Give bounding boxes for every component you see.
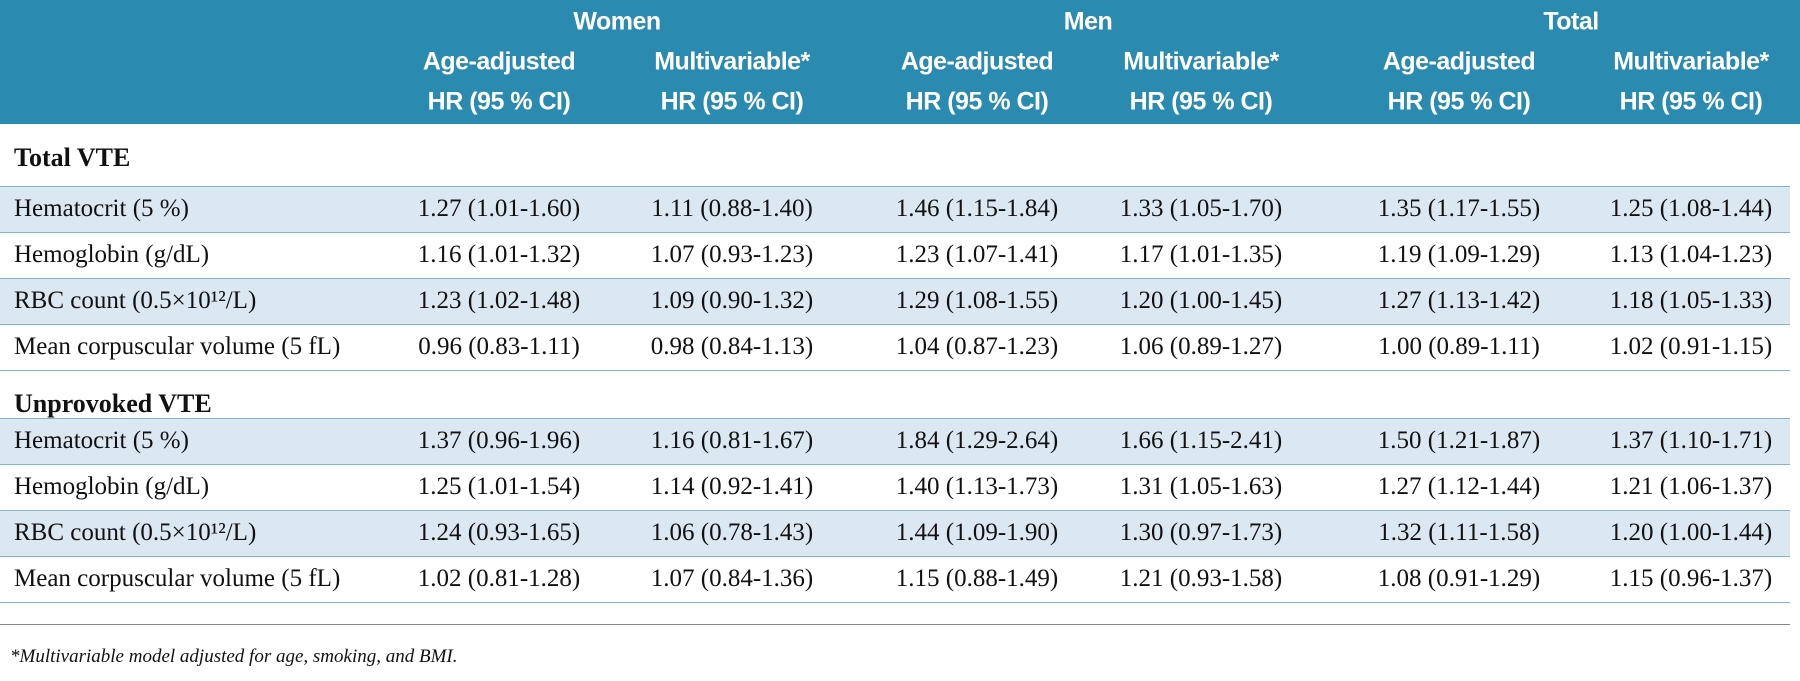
row-shade (0, 510, 1790, 556)
row-rule (0, 464, 1790, 465)
row-label: Hematocrit (5 %) (14, 427, 189, 454)
row-rule (0, 186, 1790, 187)
cell: 1.09 (0.90-1.32) (650, 287, 814, 314)
row-shade (0, 186, 1790, 232)
column-header: Multivariable* (1123, 47, 1279, 76)
cell: 1.37 (1.10-1.71) (1609, 427, 1773, 454)
cell: 1.00 (0.89-1.11) (1378, 333, 1540, 360)
cell: 1.27 (1.13-1.42) (1377, 287, 1541, 314)
row-label: Hematocrit (5 %) (14, 195, 189, 222)
group-header: Total (1543, 7, 1599, 36)
cell: 1.50 (1.21-1.87) (1377, 427, 1541, 454)
cell: 1.04 (0.87-1.23) (895, 333, 1059, 360)
row-rule (0, 278, 1790, 279)
cell: 1.20 (1.00-1.45) (1119, 287, 1283, 314)
cell: 1.32 (1.11-1.58) (1378, 519, 1540, 546)
cell: 1.17 (1.01-1.35) (1119, 241, 1283, 268)
group-header: Men (1063, 7, 1113, 36)
cell: 1.24 (0.93-1.65) (417, 519, 581, 546)
column-header: HR (95 % CI) (1129, 87, 1273, 116)
cell: 1.23 (1.02-1.48) (417, 287, 581, 314)
row-rule (0, 556, 1790, 557)
cell: 1.25 (1.01-1.54) (417, 473, 581, 500)
cell: 1.07 (0.93-1.23) (650, 241, 814, 268)
header-band (0, 0, 1800, 124)
row-rule (0, 602, 1790, 603)
cell: 1.06 (0.78-1.43) (650, 519, 814, 546)
row-rule (0, 418, 1790, 419)
cell: 1.02 (0.81-1.28) (417, 565, 581, 592)
row-rule (0, 370, 1790, 371)
cell: 0.98 (0.84-1.13) (650, 333, 814, 360)
cell: 1.20 (1.00-1.44) (1609, 519, 1773, 546)
group-header: Women (573, 7, 661, 36)
column-header: Age-adjusted (1382, 47, 1536, 76)
cell: 1.46 (1.15-1.84) (895, 195, 1059, 222)
column-header: HR (95 % CI) (1619, 87, 1763, 116)
cell: 1.08 (0.91-1.29) (1377, 565, 1541, 592)
cell: 1.29 (1.08-1.55) (895, 287, 1059, 314)
cell: 1.15 (0.96-1.37) (1609, 565, 1773, 592)
cell: 1.31 (1.05-1.63) (1119, 473, 1283, 500)
cell: 1.44 (1.09-1.90) (895, 519, 1059, 546)
cell: 1.27 (1.12-1.44) (1377, 473, 1541, 500)
column-header: Multivariable* (654, 47, 810, 76)
cell: 1.23 (1.07-1.41) (895, 241, 1059, 268)
cell: 1.35 (1.17-1.55) (1377, 195, 1541, 222)
cell: 1.33 (1.05-1.70) (1119, 195, 1283, 222)
column-header: HR (95 % CI) (905, 87, 1049, 116)
row-label: RBC count (0.5×10¹²/L) (14, 519, 257, 546)
column-header: Age-adjusted (900, 47, 1054, 76)
cell: 1.21 (1.06-1.37) (1609, 473, 1773, 500)
cell: 1.18 (1.05-1.33) (1609, 287, 1773, 314)
column-header: Age-adjusted (422, 47, 576, 76)
cell: 1.11 (0.88-1.40) (651, 195, 813, 222)
cell: 1.27 (1.01-1.60) (417, 195, 581, 222)
section-title: Total VTE (14, 143, 131, 172)
row-shade (0, 418, 1790, 464)
cell: 1.40 (1.13-1.73) (895, 473, 1059, 500)
column-header: Multivariable* (1613, 47, 1769, 76)
cell: 1.25 (1.08-1.44) (1609, 195, 1773, 222)
cell: 1.21 (0.93-1.58) (1119, 565, 1283, 592)
column-header: HR (95 % CI) (660, 87, 804, 116)
row-label: RBC count (0.5×10¹²/L) (14, 287, 257, 314)
cell: 1.13 (1.04-1.23) (1609, 241, 1773, 268)
row-label: Mean corpuscular volume (5 fL) (14, 565, 341, 592)
footnote: *Multivariable model adjusted for age, s… (10, 646, 458, 667)
cell: 1.84 (1.29-2.64) (895, 427, 1059, 454)
row-rule (0, 232, 1790, 233)
cell: 1.16 (1.01-1.32) (417, 241, 581, 268)
cell: 0.96 (0.83-1.11) (418, 333, 580, 360)
row-rule (0, 510, 1790, 511)
cell: 1.30 (0.97-1.73) (1119, 519, 1283, 546)
cell: 1.16 (0.81-1.67) (650, 427, 814, 454)
column-header: HR (95 % CI) (427, 87, 571, 116)
row-label: Mean corpuscular volume (5 fL) (14, 333, 341, 360)
row-label: Hemoglobin (g/dL) (14, 473, 210, 500)
cell: 1.06 (0.89-1.27) (1119, 333, 1283, 360)
cell: 1.14 (0.92-1.41) (650, 473, 814, 500)
cell: 1.19 (1.09-1.29) (1377, 241, 1541, 268)
row-label: Hemoglobin (g/dL) (14, 241, 210, 268)
cell: 1.02 (0.91-1.15) (1609, 333, 1773, 360)
column-header: HR (95 % CI) (1387, 87, 1531, 116)
row-shade (0, 278, 1790, 324)
divider (0, 624, 1790, 625)
cell: 1.07 (0.84-1.36) (650, 565, 814, 592)
cell: 1.37 (0.96-1.96) (417, 427, 581, 454)
section-title: Unprovoked VTE (14, 389, 212, 418)
row-rule (0, 324, 1790, 325)
cell: 1.66 (1.15-2.41) (1119, 427, 1283, 454)
cell: 1.15 (0.88-1.49) (895, 565, 1059, 592)
